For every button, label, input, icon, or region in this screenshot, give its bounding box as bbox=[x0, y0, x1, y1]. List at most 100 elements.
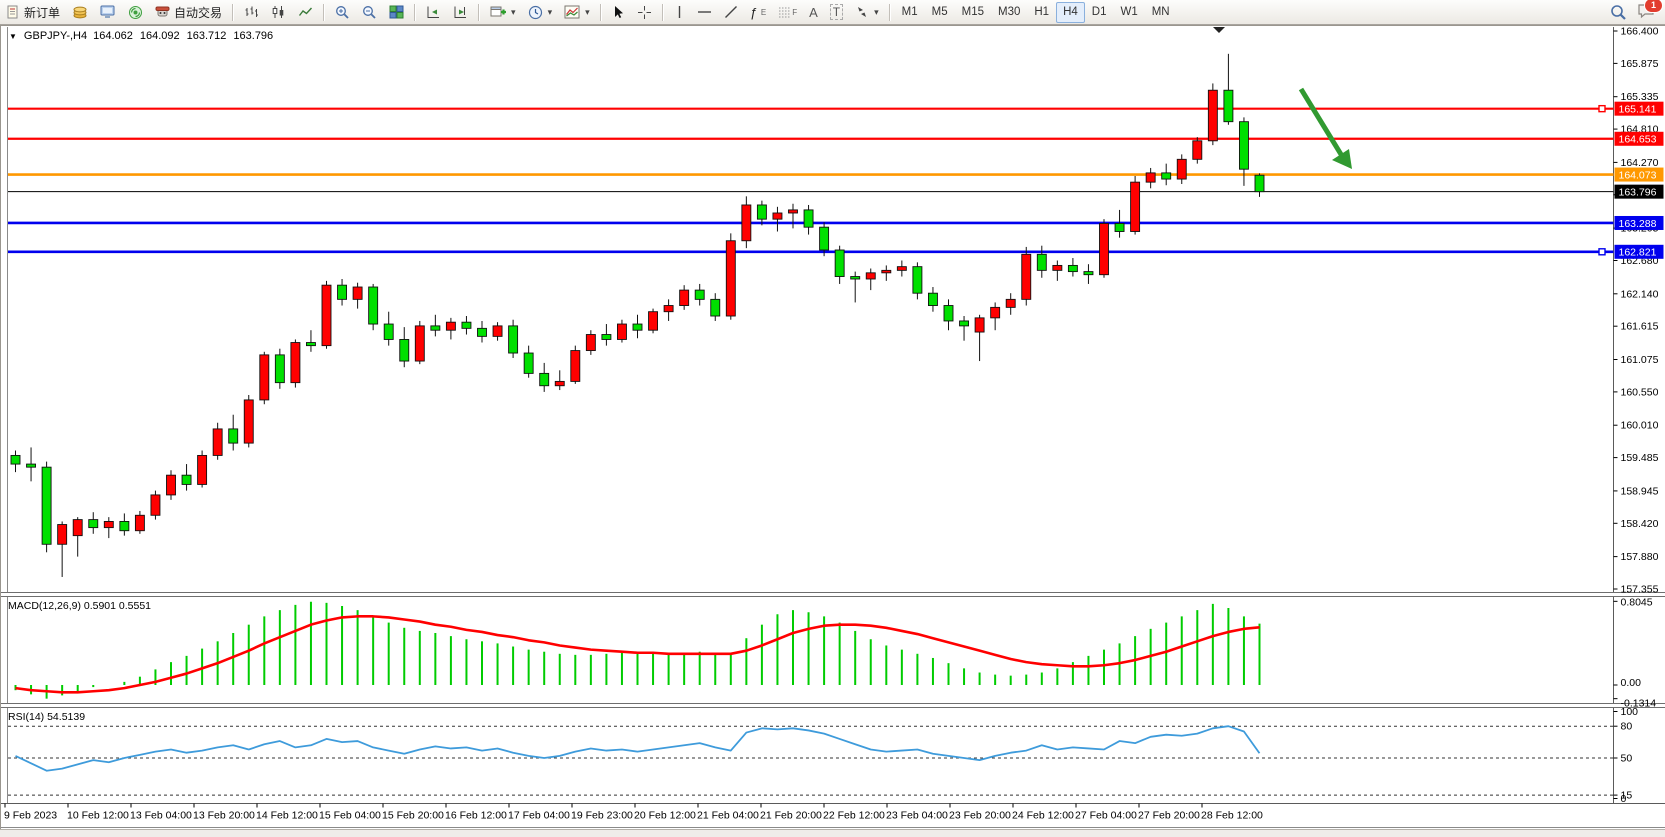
price-line-badge bbox=[1614, 131, 1664, 146]
zoom-in-icon bbox=[336, 5, 349, 19]
candle-body bbox=[243, 399, 254, 444]
timeframe-button-w1[interactable]: W1 bbox=[1120, 6, 1138, 18]
timeframe-button-mn[interactable]: MN bbox=[1151, 6, 1170, 18]
crosshair-icon bbox=[637, 5, 651, 19]
bar-chart-icon bbox=[245, 6, 259, 17]
pane-splitter[interactable] bbox=[1, 703, 1665, 708]
trend-arrow-annotation[interactable] bbox=[1298, 87, 1345, 158]
line-selection-handle[interactable] bbox=[1598, 104, 1606, 113]
time-axis-tick-label: 14 Feb 12:00 bbox=[256, 810, 318, 822]
vertical-line-tool-button[interactable] bbox=[668, 1, 691, 24]
text-label-tool-button[interactable]: T bbox=[824, 1, 849, 24]
price-axis-tick-label: 159.485 bbox=[1621, 452, 1659, 464]
cursor-tool-button[interactable] bbox=[606, 1, 631, 24]
arrows-icon bbox=[858, 7, 867, 17]
timeframe-button-d1[interactable]: D1 bbox=[1091, 6, 1107, 18]
zoom-in-button[interactable] bbox=[329, 1, 356, 24]
time-axis-tick-label: 19 Feb 23:00 bbox=[571, 810, 633, 822]
periods-button[interactable]: ▾ bbox=[522, 1, 559, 24]
candle-body bbox=[150, 494, 161, 516]
candle-body bbox=[337, 284, 347, 300]
price-line-badge-label: 164.653 bbox=[1619, 134, 1657, 146]
bar-low-value: 163.712 bbox=[186, 30, 227, 42]
notifications-button[interactable]: 1 bbox=[1637, 0, 1663, 22]
chart-canvas[interactable]: 166.400165.875165.335164.810164.270163.7… bbox=[1, 26, 1665, 830]
templates-button[interactable]: ▾ bbox=[558, 1, 596, 24]
candle-body bbox=[461, 321, 472, 329]
candle-body bbox=[119, 520, 130, 532]
horizontal-line-tool-button[interactable] bbox=[691, 1, 718, 24]
price-axis-tick-label: 164.270 bbox=[1621, 157, 1659, 169]
autotrading-label: 自动交易 bbox=[174, 5, 223, 20]
timeframe-button-h1[interactable]: H1 bbox=[1034, 6, 1050, 18]
candle-body bbox=[508, 325, 519, 354]
candle-body bbox=[10, 454, 21, 465]
candle-body bbox=[663, 305, 674, 313]
candle-body bbox=[741, 204, 752, 242]
candle-body bbox=[554, 380, 565, 387]
news-signal-button[interactable] bbox=[122, 1, 149, 24]
zoom-out-button[interactable] bbox=[356, 1, 383, 24]
chart-title[interactable]: ▼ GBPJPY-,H4 164.062 164.092 163.712 163… bbox=[9, 30, 273, 42]
timeframe-button-m15[interactable]: M15 bbox=[961, 6, 984, 18]
candle-body bbox=[772, 212, 783, 220]
candle-body bbox=[197, 454, 208, 485]
new-order-button[interactable]: 新订单 bbox=[0, 1, 66, 24]
new-chart-button[interactable]: ▾ bbox=[484, 1, 522, 24]
search-icon[interactable] bbox=[1610, 4, 1627, 21]
time-axis-tick-label: 20 Feb 12:00 bbox=[634, 810, 696, 822]
line-selection-handle[interactable] bbox=[1598, 248, 1606, 256]
autotrading-button[interactable]: 自动交易 bbox=[149, 1, 228, 24]
candle-body bbox=[181, 474, 192, 485]
price-axis-tick-label: 158.420 bbox=[1621, 518, 1659, 530]
price-line-badge bbox=[1614, 101, 1664, 116]
main-toolbar: 新订单 bbox=[0, 0, 1665, 25]
auto-scroll-button[interactable] bbox=[420, 1, 447, 24]
candle-body bbox=[803, 209, 814, 228]
chart-shift-icon bbox=[454, 6, 467, 18]
candle-body bbox=[103, 520, 114, 529]
tile-windows-button[interactable] bbox=[383, 1, 410, 24]
candlestick-mode-button[interactable] bbox=[265, 1, 292, 24]
timeframe-button-h4[interactable]: H4 bbox=[1056, 1, 1085, 23]
status-bar bbox=[0, 829, 1665, 837]
arrows-tool-button[interactable]: ▾ bbox=[849, 1, 885, 24]
strategy-tester-button[interactable] bbox=[94, 1, 122, 24]
pane-splitter[interactable] bbox=[1, 592, 1665, 597]
candle-body bbox=[445, 321, 456, 331]
candle-body bbox=[523, 352, 534, 374]
fibonacci-icon: ƒ bbox=[749, 4, 757, 20]
chart-shift-button[interactable] bbox=[447, 1, 474, 24]
price-line-badge-label: 165.141 bbox=[1619, 103, 1657, 115]
trendline-tool-button[interactable] bbox=[718, 1, 744, 24]
bar-chart-mode-button[interactable] bbox=[238, 1, 265, 24]
timeframe-button-m30[interactable]: M30 bbox=[997, 6, 1021, 18]
chart-shift-marker-icon[interactable] bbox=[1213, 27, 1225, 33]
time-axis-tick-label: 15 Feb 04:00 bbox=[319, 810, 381, 822]
toolbar-separator bbox=[661, 3, 664, 21]
price-axis-tick-label: 165.335 bbox=[1621, 91, 1659, 103]
time-axis-tick-label: 24 Feb 12:00 bbox=[1012, 810, 1074, 822]
zoom-out-icon bbox=[363, 5, 376, 19]
timeframe-button-m5[interactable]: M5 bbox=[931, 6, 948, 18]
text-tool-button[interactable]: A bbox=[803, 1, 824, 24]
line-chart-mode-button[interactable] bbox=[292, 1, 319, 24]
time-axis-tick-label: 23 Feb 20:00 bbox=[949, 810, 1011, 822]
price-line-badge-label: 163.796 bbox=[1619, 186, 1657, 198]
trendline-icon bbox=[724, 6, 737, 18]
time-axis-tick-label: 22 Feb 12:00 bbox=[823, 810, 885, 822]
candle-body bbox=[585, 334, 596, 352]
candle-body bbox=[648, 311, 658, 331]
candle-body bbox=[539, 372, 550, 387]
candle-body bbox=[1083, 271, 1094, 276]
candle-body bbox=[1052, 264, 1063, 271]
crosshair-tool-button[interactable] bbox=[631, 1, 658, 24]
candle-body bbox=[1005, 298, 1016, 308]
market-watch-button[interactable] bbox=[66, 1, 94, 24]
candle-body bbox=[1145, 172, 1156, 183]
grid-tool-button[interactable]: F bbox=[772, 1, 803, 24]
candle-body bbox=[352, 286, 363, 300]
price-axis-tick-label: 157.880 bbox=[1621, 551, 1659, 563]
timeframe-button-m1[interactable]: M1 bbox=[901, 6, 918, 18]
